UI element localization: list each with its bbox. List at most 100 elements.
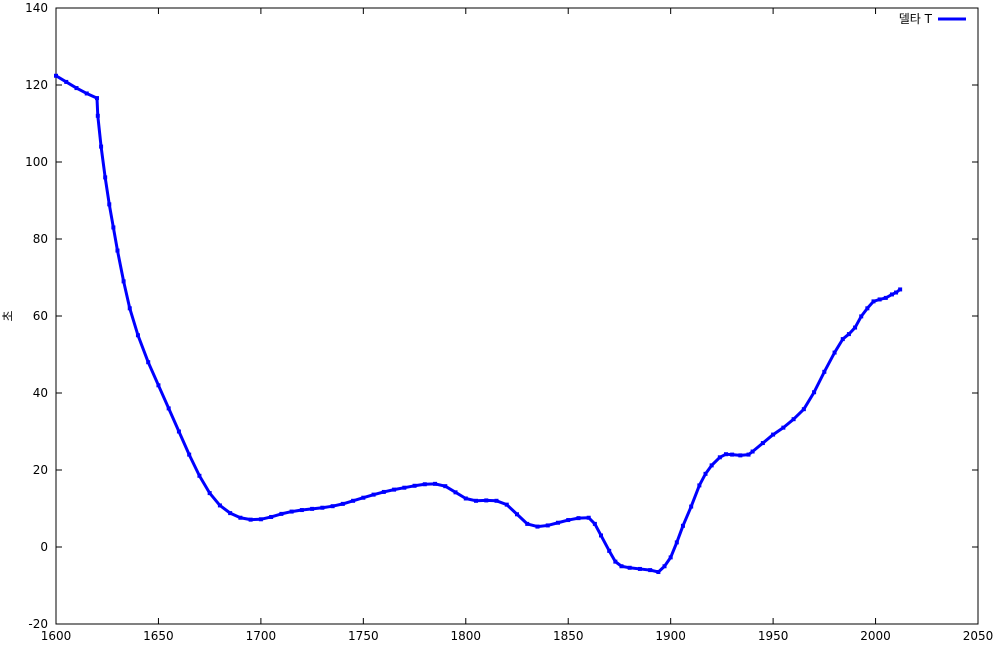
data-point xyxy=(525,521,530,526)
data-point xyxy=(760,441,765,446)
y-tick-label: 0 xyxy=(40,540,48,554)
data-point xyxy=(746,452,751,457)
y-tick-label: -20 xyxy=(28,617,48,631)
data-point xyxy=(217,503,222,508)
data-point xyxy=(402,485,407,490)
data-point xyxy=(115,248,120,253)
data-point xyxy=(515,512,519,517)
data-point xyxy=(576,516,581,521)
data-point xyxy=(592,521,597,526)
y-tick-label: 60 xyxy=(33,309,48,323)
data-point xyxy=(422,482,427,487)
data-point xyxy=(607,548,612,553)
y-tick-label: 100 xyxy=(25,155,48,169)
data-point xyxy=(730,452,735,457)
data-point xyxy=(566,518,571,523)
data-point xyxy=(648,568,653,573)
data-point xyxy=(474,498,479,503)
x-tick-label: 1700 xyxy=(246,629,277,643)
data-point xyxy=(898,287,903,292)
data-point xyxy=(279,511,284,516)
data-point xyxy=(840,337,845,342)
data-point xyxy=(871,299,876,304)
data-point xyxy=(121,279,126,284)
data-point xyxy=(791,417,796,422)
data-point xyxy=(310,506,315,511)
data-point xyxy=(812,390,817,395)
x-tick-label: 1600 xyxy=(41,629,72,643)
data-point xyxy=(709,463,714,468)
data-point xyxy=(555,520,560,525)
data-point xyxy=(619,564,624,569)
data-point xyxy=(107,202,112,207)
data-point xyxy=(156,383,161,388)
data-point xyxy=(248,517,253,522)
y-tick-label: 120 xyxy=(25,78,48,92)
data-point xyxy=(176,429,181,434)
x-tick-label: 1750 xyxy=(348,629,379,643)
data-point xyxy=(637,566,642,571)
data-point xyxy=(146,360,151,365)
series-points xyxy=(54,73,903,575)
data-point xyxy=(697,483,702,488)
data-point xyxy=(463,496,468,501)
data-point xyxy=(877,297,882,302)
data-point xyxy=(127,306,132,311)
data-point xyxy=(680,523,685,528)
data-point xyxy=(750,449,755,454)
data-point xyxy=(723,452,728,457)
x-axis-ticks: 1600 1650 1700 1750 1800 1850 1900 1950 2000 2050 xyxy=(41,8,993,643)
data-point xyxy=(64,79,69,84)
data-point xyxy=(330,504,335,509)
data-point xyxy=(894,290,899,295)
data-point xyxy=(771,432,776,437)
x-tick-label: 1900 xyxy=(655,629,686,643)
data-point xyxy=(95,113,100,118)
data-point xyxy=(340,501,345,506)
data-point xyxy=(381,489,386,494)
data-point xyxy=(846,332,851,337)
data-point xyxy=(668,555,673,560)
data-point xyxy=(166,406,171,411)
data-point xyxy=(883,295,888,300)
data-point xyxy=(111,225,116,230)
data-point xyxy=(656,570,661,575)
data-point xyxy=(781,425,786,430)
data-point xyxy=(453,490,458,495)
data-point xyxy=(586,515,591,520)
data-point xyxy=(627,565,632,570)
data-point xyxy=(822,369,827,374)
data-point xyxy=(187,452,192,457)
data-point xyxy=(135,333,140,338)
data-point xyxy=(74,86,79,91)
x-tick-label: 1800 xyxy=(451,629,482,643)
data-point xyxy=(801,407,806,412)
data-point xyxy=(228,511,233,516)
data-point xyxy=(703,471,708,476)
data-point xyxy=(535,524,540,529)
data-point xyxy=(351,498,356,503)
data-point xyxy=(238,515,243,520)
legend-entry-label: 델타 T xyxy=(899,12,933,26)
y-tick-label: 20 xyxy=(33,463,48,477)
data-point xyxy=(412,483,417,488)
data-point xyxy=(494,498,499,503)
data-point xyxy=(371,492,376,497)
data-point xyxy=(207,491,212,496)
data-point xyxy=(433,481,438,486)
data-point xyxy=(832,350,837,355)
x-tick-label: 2000 xyxy=(860,629,891,643)
series-layer xyxy=(54,73,903,575)
data-point xyxy=(84,91,89,96)
data-point xyxy=(320,505,325,510)
data-point xyxy=(361,495,366,500)
data-point xyxy=(662,564,667,569)
data-point xyxy=(269,514,274,519)
y-tick-label: 80 xyxy=(33,232,48,246)
data-point xyxy=(392,487,397,492)
data-point xyxy=(94,96,99,101)
data-point xyxy=(717,455,722,460)
data-point xyxy=(545,523,550,528)
plot-frame xyxy=(55,7,979,625)
data-point xyxy=(103,175,108,180)
